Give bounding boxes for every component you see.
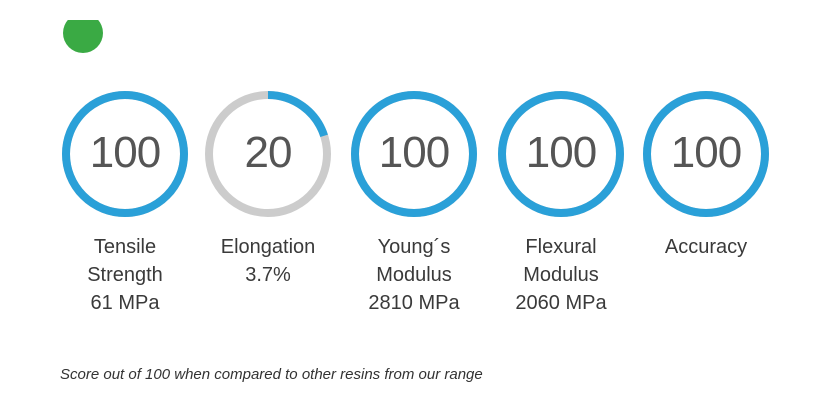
score-gauge: 100 (62, 91, 188, 217)
metric-card: 100 Young´s Modulus 2810 MPa (339, 91, 489, 317)
gauge-ring (62, 91, 188, 217)
metric-label: Elongation 3.7% (193, 233, 343, 289)
metric-label: Tensile Strength 61 MPa (50, 233, 200, 317)
metric-label-line: Strength (87, 264, 163, 286)
gauge-progress-arc (62, 91, 188, 217)
metric-label-line: 3.7% (245, 264, 291, 286)
gauge-progress-arc (643, 91, 769, 217)
score-value: 100 (89, 128, 161, 177)
metric-label-line: 61 MPa (90, 292, 160, 314)
metric-label: Flexural Modulus 2060 MPa (486, 233, 636, 317)
metric-card: 20 Elongation 3.7% (193, 91, 343, 289)
metric-card: 100 Flexural Modulus 2060 MPa (486, 91, 636, 317)
gauge-ring (643, 91, 769, 217)
metric-label: Accuracy (631, 233, 781, 261)
gauge-ring (351, 91, 477, 217)
metric-card: 100 Accuracy (631, 91, 781, 261)
score-value: 100 (378, 128, 450, 177)
status-indicator (63, 20, 103, 53)
score-value: 100 (670, 128, 742, 177)
score-gauge: 100 (351, 91, 477, 217)
metric-label: Young´s Modulus 2810 MPa (339, 233, 489, 317)
metric-label-line: Tensile (93, 236, 157, 258)
score-gauge: 100 (643, 91, 769, 217)
gauge-progress-arc (351, 91, 477, 217)
gauge-ring (498, 91, 624, 217)
metric-label-line: 2060 MPa (515, 292, 607, 314)
metric-label-line: Flexural (525, 236, 597, 258)
gauge-ring (205, 91, 331, 217)
metric-label-line: Accuracy (664, 236, 748, 258)
score-gauge: 20 (205, 91, 331, 217)
metric-label-line: Modulus (376, 264, 452, 286)
gauge-progress-arc (498, 91, 624, 217)
metric-label-line: Modulus (523, 264, 599, 286)
metric-label-line: 2810 MPa (368, 292, 460, 314)
score-value: 20 (244, 128, 293, 177)
score-footnote: Score out of 100 when compared to other … (60, 366, 483, 383)
metric-label-line: Elongation (220, 236, 316, 258)
score-gauge: 100 (498, 91, 624, 217)
score-value: 100 (525, 128, 597, 177)
gauge-progress-arc (205, 91, 331, 217)
metric-label-line: Young´s (377, 236, 451, 258)
metric-card: 100 Tensile Strength 61 MPa (50, 91, 200, 317)
